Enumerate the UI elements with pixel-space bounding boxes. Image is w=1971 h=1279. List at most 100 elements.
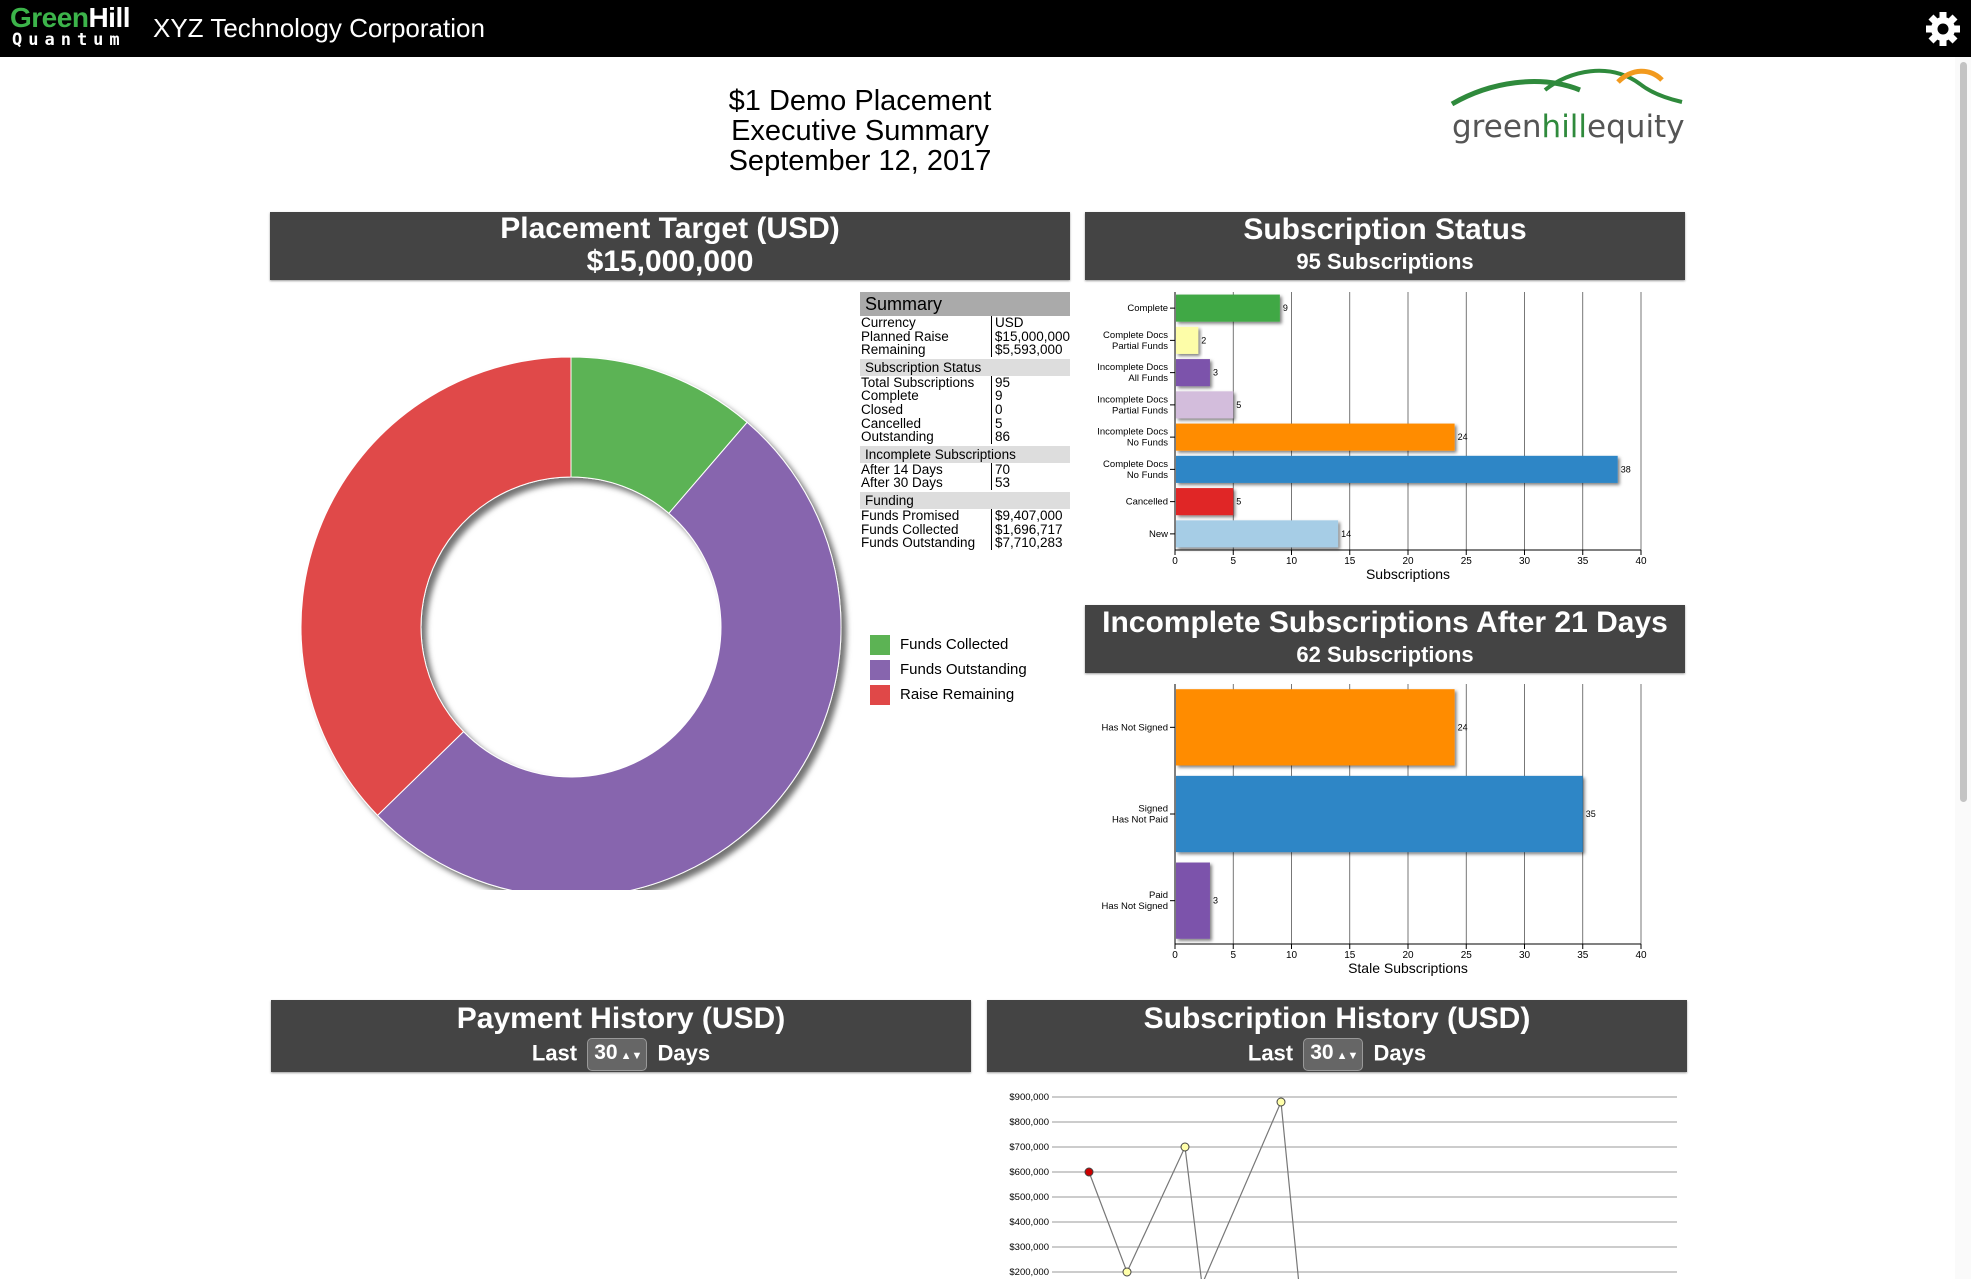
summary-row: Cancelled 5 <box>860 415 1070 431</box>
legend-item-funds-outstanding: Funds Outstanding <box>870 657 1027 682</box>
y-tick-label: $500,000 <box>1009 1192 1049 1203</box>
donut-slice-raise-remaining <box>300 356 572 817</box>
payment-history-header: Payment History (USD) Last 30 ▲▼ Days <box>271 1000 971 1072</box>
data-point <box>1276 1097 1286 1107</box>
incomplete-subscriptions-title: Incomplete Subscriptions After 21 Days <box>1102 606 1668 639</box>
summary-row: Complete 9 <box>860 389 1070 403</box>
summary-value: 9 <box>995 388 1003 404</box>
bar-incomplete-docs-all-funds <box>1176 359 1210 387</box>
y-tick-label: Incomplete Docs <box>1097 394 1168 405</box>
summary-key: Currency <box>860 316 992 330</box>
bar-incomplete-docs-no-funds <box>1176 423 1455 451</box>
placement-target-header: Placement Target (USD) $15,000,000 <box>270 212 1070 280</box>
bar-complete-docs-no-funds <box>1176 455 1618 483</box>
legend-swatch <box>870 634 890 655</box>
y-tick-label: Complete Docs <box>1103 459 1168 470</box>
summary-key: Funds Outstanding <box>860 536 992 550</box>
x-tick-label: 35 <box>1577 556 1589 567</box>
y-tick-label: Partial Funds <box>1112 405 1168 416</box>
summary-value: 86 <box>995 429 1011 445</box>
subscription-history-last-label: Last <box>1247 1040 1294 1066</box>
payment-history-title: Payment History (USD) <box>456 1002 786 1035</box>
bar-value-label: 24 <box>1458 722 1468 732</box>
spinner-arrows-icon: ▲▼ <box>1336 1050 1359 1062</box>
legend-label: Raise Remaining <box>900 686 1015 703</box>
summary-row: Funds Promised $9,407,000 <box>860 509 1070 523</box>
summary-section-status: Subscription Status <box>860 358 1070 376</box>
summary-key: Cancelled <box>860 416 992 431</box>
scrollbar-thumb[interactable] <box>1960 62 1967 802</box>
summary-row: Funds Collected $1,696,717 <box>860 522 1070 537</box>
bar-value-label: 5 <box>1236 400 1241 410</box>
bar-value-label: 38 <box>1621 464 1631 474</box>
x-tick-label: 25 <box>1461 556 1473 567</box>
y-tick-label: $200,000 <box>1009 1267 1049 1278</box>
summary-row: Total Subscriptions 95 <box>860 376 1070 390</box>
x-tick-label: 40 <box>1635 950 1647 961</box>
summary-key: Complete <box>860 389 992 403</box>
bar-value-label: 35 <box>1586 809 1596 819</box>
summary-value: 5 <box>995 415 1003 431</box>
logo-text-green: Green <box>10 2 89 33</box>
summary-general-rows: Currency USD Planned Raise $15,000,000 Rem… <box>860 316 1070 357</box>
summary-value: $15,000,000 <box>994 328 1070 344</box>
summary-row: After 30 Days 53 <box>860 476 1070 490</box>
incomplete-subscriptions-subtitle: 62 Subscriptions <box>1296 642 1474 667</box>
placement-title: Placement Target (USD) <box>500 212 840 245</box>
subscription-history-days-value: 30 <box>1310 1041 1334 1064</box>
y-tick-label: Complete <box>1127 303 1168 314</box>
summary-row: Planned Raise $15,000,000 <box>860 328 1070 344</box>
bar-value-label: 24 <box>1458 432 1468 442</box>
bar-paid-has-not-signed <box>1176 862 1210 939</box>
donut-legend: Funds Collected Funds Outstanding Raise … <box>870 632 1027 707</box>
x-tick-label: 0 <box>1172 556 1178 567</box>
subscription-history-days-select[interactable]: 30 ▲▼ <box>1303 1038 1364 1071</box>
greenhill-logo[interactable]: GreenHill <box>10 4 130 32</box>
subscription-history-title: Subscription History (USD) <box>1143 1002 1531 1035</box>
y-tick-label: Has Not Signed <box>1101 901 1168 912</box>
summary-value: 0 <box>995 401 1003 417</box>
legend-label: Funds Collected <box>900 636 1009 653</box>
bar-value-label: 2 <box>1201 335 1206 345</box>
company-name: XYZ Technology Corporation <box>153 13 485 43</box>
bar-has-not-signed <box>1176 689 1455 766</box>
data-point <box>1180 1142 1190 1152</box>
subscription-history-days-label: Days <box>1373 1040 1427 1066</box>
spinner-arrows-icon: ▲▼ <box>620 1050 643 1062</box>
summary-value: 53 <box>995 475 1011 491</box>
logo-word-equity: equity <box>1587 109 1685 145</box>
y-tick-label: Partial Funds <box>1112 341 1168 352</box>
series-line <box>1088 1099 1300 1279</box>
summary-section-funding: Funding <box>860 491 1070 509</box>
y-tick-label: No Funds <box>1127 470 1168 481</box>
summary-key: Total Subscriptions <box>860 376 992 390</box>
legend-swatch <box>870 684 890 705</box>
logo-word-green: green <box>1452 109 1542 145</box>
x-tick-label: 20 <box>1402 556 1414 567</box>
summary-value: USD <box>995 315 1024 330</box>
x-tick-label: 5 <box>1230 950 1236 961</box>
gear-icon[interactable] <box>1925 11 1961 47</box>
placement-amount: $15,000,000 <box>586 245 754 278</box>
bar-value-label: 3 <box>1213 368 1218 378</box>
svg-text:greenhillequity: greenhillequity <box>1452 109 1685 145</box>
x-tick-label: 5 <box>1230 556 1236 567</box>
y-tick-label: $400,000 <box>1009 1217 1049 1228</box>
legend-swatch <box>870 659 890 680</box>
legend-label: Funds Outstanding <box>900 661 1027 678</box>
report-title: $1 Demo Placement Executive Summary Sept… <box>660 86 1060 176</box>
y-tick-label: New <box>1149 529 1168 540</box>
logo-subtitle: Quantum <box>12 30 126 50</box>
summary-row: Currency USD <box>860 316 1070 330</box>
y-tick-label: Signed <box>1138 804 1168 815</box>
y-tick-label: $600,000 <box>1009 1167 1049 1178</box>
payment-history-days-select[interactable]: 30 ▲▼ <box>587 1038 648 1071</box>
summary-key: Funds Promised <box>860 509 992 523</box>
summary-row: After 14 Days 70 <box>860 463 1070 477</box>
x-tick-label: 0 <box>1172 950 1178 961</box>
summary-row: Remaining $5,593,000 <box>860 343 1070 357</box>
data-point <box>1084 1167 1094 1177</box>
y-tick-label: Has Not Paid <box>1112 815 1168 826</box>
x-tick-label: 10 <box>1286 950 1298 961</box>
